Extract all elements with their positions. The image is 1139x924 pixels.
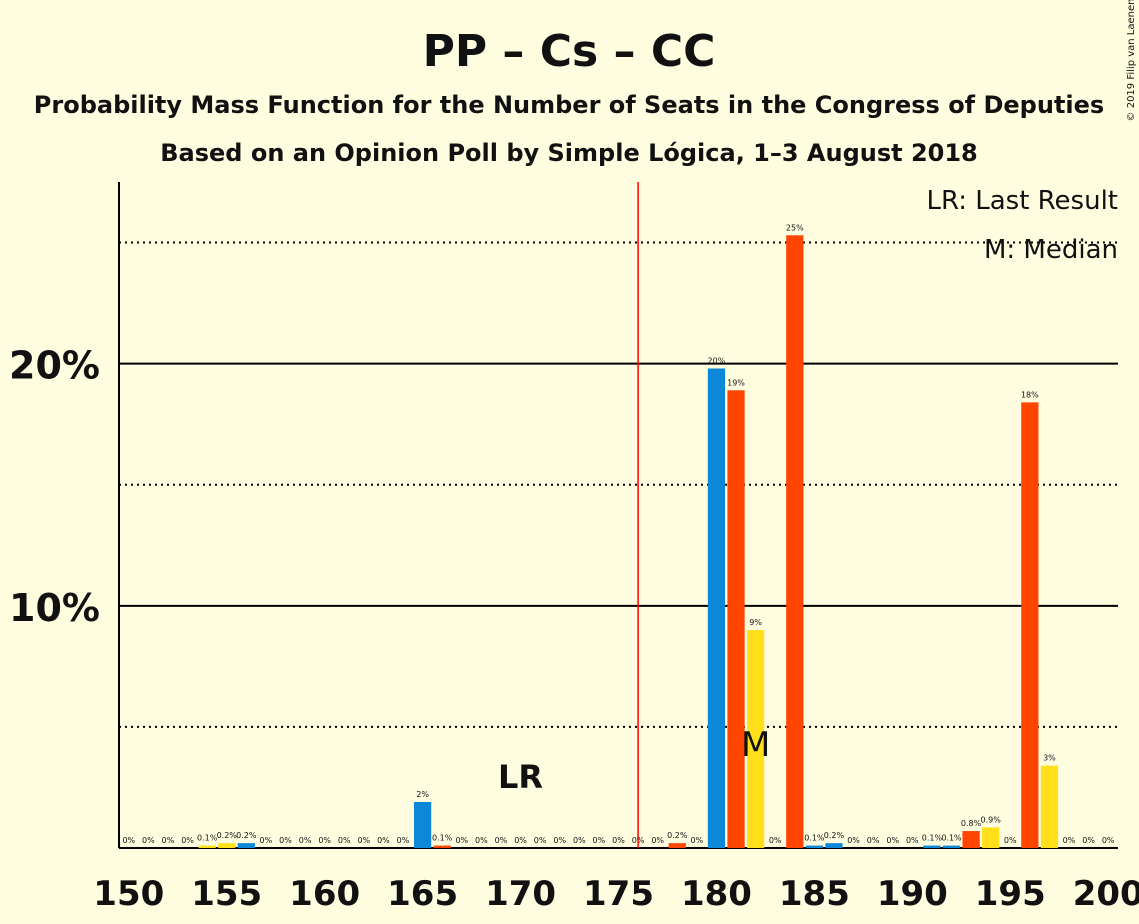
x-tick-label: 165 [387,874,458,914]
bar-value-label: 3% [1043,754,1056,763]
bar-value-label: 0% [162,836,175,845]
last-result-marker: LR [498,758,543,796]
bar-value-label: 0% [1004,836,1017,845]
bar-value-label: 0% [632,836,645,845]
bar-value-label: 0% [651,836,664,845]
bar [198,845,216,848]
bar-value-label: 0% [573,836,586,845]
x-tick-label: 200 [1073,874,1139,914]
x-tick-label: 160 [289,874,360,914]
bar [413,801,432,848]
bar-value-label: 0% [318,836,331,845]
bar-value-label: 0% [377,836,390,845]
bar-value-label: 9% [749,618,762,627]
bar-value-label: 0% [534,836,547,845]
bar-value-label: 0% [906,836,919,845]
bar [668,843,686,848]
x-tick-label: 170 [485,874,556,914]
bar-value-label: 0% [593,836,606,845]
chart-subtitle-source: Based on an Opinion Poll by Simple Lógic… [160,139,978,167]
bar-value-label: 0% [475,836,488,845]
bar [727,390,745,848]
x-tick-label: 175 [583,874,654,914]
x-tick-label: 195 [975,874,1046,914]
y-tick-label: 20% [9,344,100,388]
bar [218,843,236,848]
bar-value-label: 0.1% [804,834,825,843]
bar-value-label: 0% [122,836,135,845]
gridlines: 10% 20% 150 155 160 165 170 175 180 185 190 195 200 [9,182,1139,914]
overlay-group: LR M [498,725,770,796]
bar-value-label: 2% [416,790,429,799]
bar-value-label: 20% [708,356,726,365]
bar [805,845,824,848]
x-tick-label: 185 [779,874,850,914]
bar-value-label: 0% [847,836,860,845]
x-tick-label: 150 [93,874,164,914]
bar-value-label: 0.9% [981,815,1002,824]
bar-value-label: 0% [279,836,292,845]
legend-last-result: LR: Last Result [926,186,1118,216]
bar-value-label: 0.1% [941,834,962,843]
bar [982,827,1000,848]
bar-value-label: 25% [786,223,804,232]
median-marker: M [741,725,770,765]
bar [1021,402,1039,848]
chart-title: PP – Cs – CC [423,26,716,77]
bar-value-label: 0% [358,836,371,845]
bar [433,845,451,848]
bar-value-label: 0% [299,836,312,845]
bar-value-label: 0% [769,836,782,845]
bar [962,831,980,848]
chart-subtitle: Probability Mass Function for the Number… [34,91,1104,119]
bar-value-label: 0% [867,836,880,845]
bar-value-label: 0% [612,836,625,845]
bar-value-label: 0.2% [667,831,688,840]
x-tick-label: 155 [191,874,262,914]
legend-median: M: Median [984,235,1118,265]
bar [825,843,843,848]
bar-value-label: 0.1% [922,834,943,843]
bar-value-label: 0% [1063,836,1076,845]
bar [1040,765,1059,848]
bar-value-label: 0% [1082,836,1095,845]
bar [942,845,961,848]
bar-value-label: 0% [886,836,899,845]
x-tick-label: 180 [681,874,752,914]
bar-value-label: 0% [260,836,273,845]
bar [746,630,765,848]
bar-value-label: 0.2% [824,831,845,840]
bar-value-label: 0% [181,836,194,845]
bar-value-label: 0.2% [236,831,257,840]
bar-value-label: 0% [455,836,468,845]
bar-value-label: 0.8% [961,819,982,828]
bar-value-label: 0.2% [217,831,238,840]
bar-value-label: 0% [142,836,155,845]
bar-value-label: 0% [691,836,704,845]
bar-value-label: 18% [1021,390,1039,399]
bar-value-label: 0% [495,836,508,845]
bar [923,845,941,848]
bar-value-label: 0% [514,836,527,845]
bar-value-label: 0.1% [197,834,218,843]
bar [237,843,255,848]
bar-value-label: 0% [338,836,351,845]
bar-value-label: 0% [553,836,566,845]
bar-value-label: 0% [1102,836,1115,845]
copyright-notice: © 2019 Filip van Laenen [1126,0,1137,121]
bars-group: 0% 0% 0% 0% 0.1% 0.2% 0.2%0% 0% 0% 0% 0% 0% 0% 0%2%0.… [122,223,1115,848]
bar-value-label: 0% [397,836,410,845]
bar [707,368,726,848]
bar-value-label: 19% [727,378,745,387]
bar-value-label: 0.1% [432,834,453,843]
y-tick-label: 10% [9,586,100,630]
bar [786,235,804,848]
x-tick-label: 190 [877,874,948,914]
